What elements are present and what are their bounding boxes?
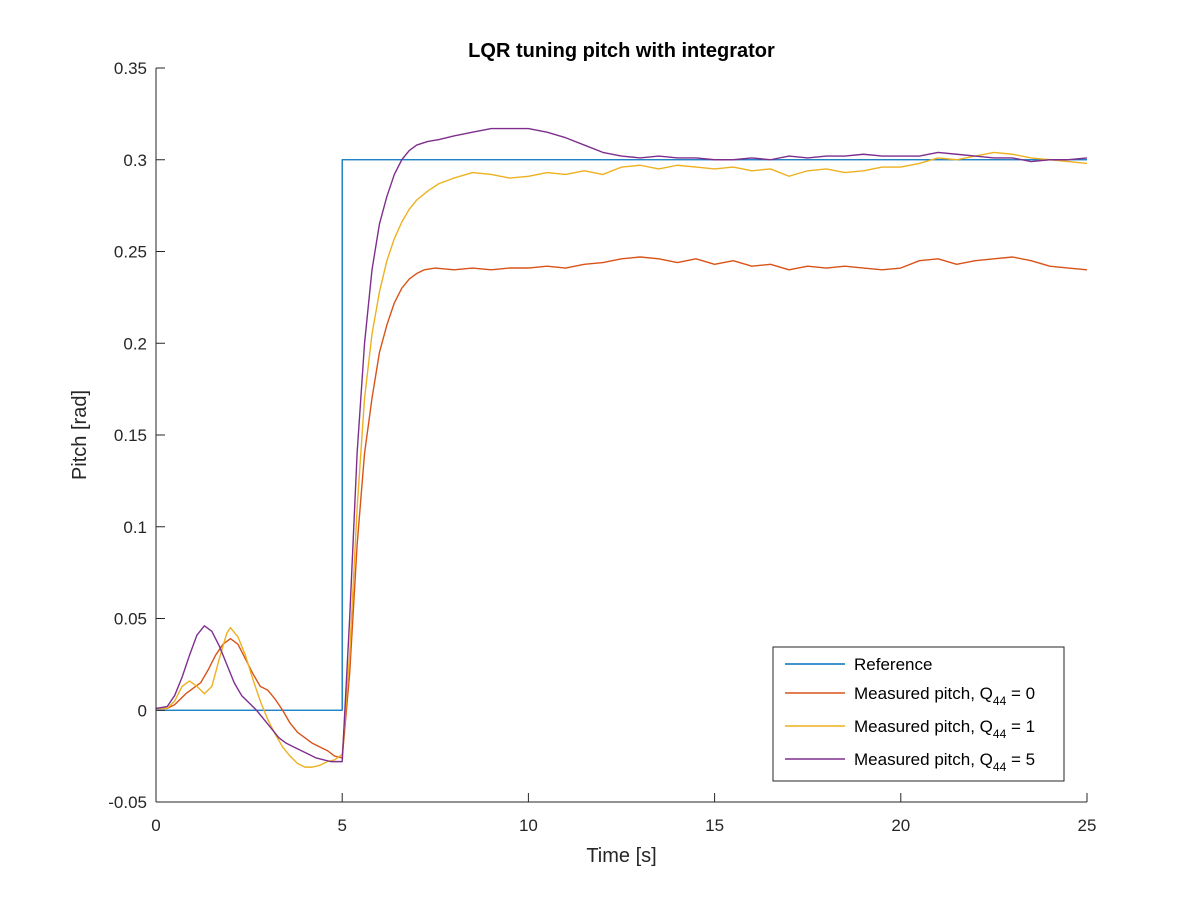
legend: Reference Measured pitch, Q44 = 0 Measured… — [772, 646, 1065, 782]
x-tick-label: 20 — [891, 816, 910, 835]
series-line-3 — [155, 127, 1088, 763]
x-axis-label: Time [s] — [586, 845, 656, 867]
y-tick-label: 0.1 — [123, 518, 147, 537]
series-line-1 — [156, 256, 1088, 759]
x-tick-label: 10 — [519, 816, 538, 835]
y-tick-label: 0.35 — [114, 59, 147, 78]
x-tick-label: 5 — [337, 816, 346, 835]
x-tick-label: 25 — [1078, 816, 1097, 835]
legend-label-3: Measured pitch, Q44 = 5 — [854, 750, 1035, 774]
legend-label-0: Reference — [854, 655, 932, 674]
legend-label-2: Measured pitch, Q44 = 1 — [854, 717, 1035, 741]
series-line-2 — [156, 151, 1088, 768]
x-tick-label: 15 — [705, 816, 724, 835]
y-tick-label: 0.3 — [123, 151, 147, 170]
y-tick-label: 0 — [138, 701, 147, 720]
y-tick-label: -0.05 — [108, 793, 147, 812]
axes-layer: 0 5 10 15 20 25-0.0500.050.10.150.20.250.30.3… — [108, 59, 1096, 835]
y-tick-label: 0.05 — [114, 610, 147, 629]
legend-label-1: Measured pitch, Q44 = 0 — [854, 684, 1035, 708]
x-tick-label: 0 — [151, 816, 160, 835]
chart-title: LQR tuning pitch with integrator — [468, 40, 775, 62]
series-layer — [155, 127, 1088, 768]
y-tick-label: 0.15 — [114, 426, 147, 445]
y-axis-label: Pitch [rad] — [69, 390, 91, 480]
y-tick-label: 0.25 — [114, 243, 147, 262]
y-tick-label: 0.2 — [123, 334, 147, 353]
